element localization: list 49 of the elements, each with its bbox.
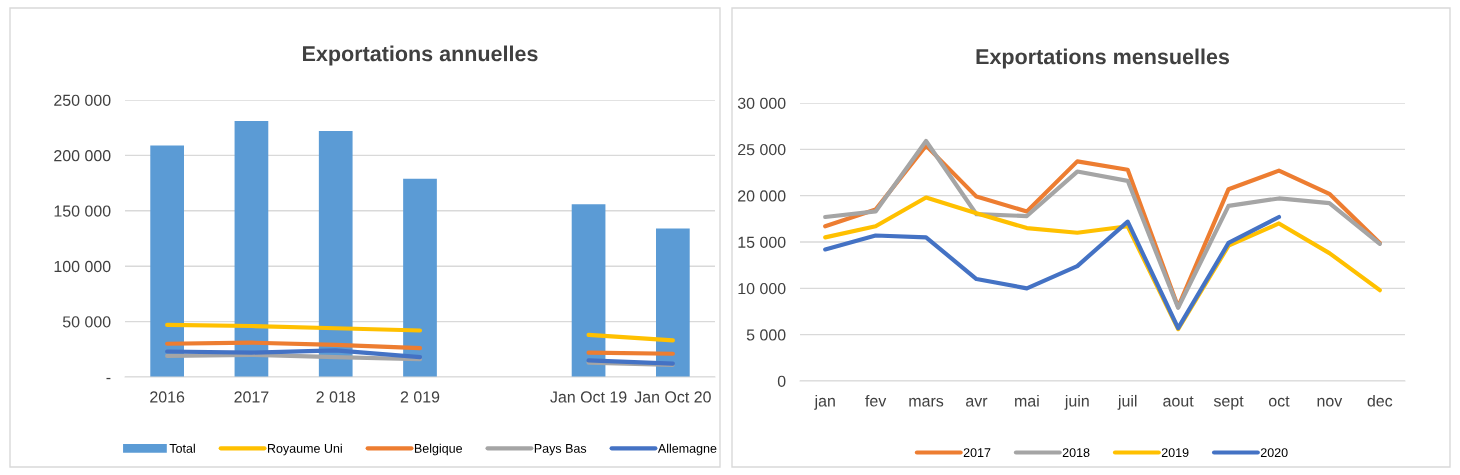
y-tick-label: - bbox=[106, 377, 111, 380]
x-tick-label: 2 018 bbox=[316, 391, 356, 403]
x-tick-label: avr bbox=[966, 397, 988, 407]
bar bbox=[318, 131, 353, 377]
x-tick-label: 2 019 bbox=[400, 391, 440, 403]
x-tick-label: Jan Oct 20 bbox=[634, 391, 711, 403]
y-tick-label: 250 000 bbox=[54, 94, 111, 106]
legend-label: 2017 bbox=[963, 448, 991, 458]
y-tick-label: 25 000 bbox=[738, 143, 786, 156]
chart-title: Exportations mensuelles bbox=[976, 48, 1230, 69]
x-tick-label: 2016 bbox=[150, 391, 185, 403]
legend-label: 2018 bbox=[1062, 448, 1090, 458]
x-tick-label: juin bbox=[1064, 394, 1089, 410]
y-tick-label: 150 000 bbox=[54, 205, 111, 217]
x-tick-label: 2017 bbox=[234, 391, 269, 403]
y-tick-label: 0 bbox=[777, 375, 786, 387]
y-tick-label: 200 000 bbox=[54, 150, 111, 162]
x-tick-label: Jan Oct 19 bbox=[550, 391, 627, 403]
x-tick-label: mai bbox=[1015, 394, 1039, 407]
legend-label: 2020 bbox=[1260, 448, 1288, 458]
y-tick-label: 20 000 bbox=[738, 190, 786, 202]
y-tick-label: 15 000 bbox=[738, 236, 786, 248]
y-tick-label: 100 000 bbox=[54, 260, 111, 273]
legend-label: Pays Bas bbox=[534, 444, 587, 456]
bar bbox=[403, 178, 437, 377]
x-tick-label: dec bbox=[1367, 394, 1393, 407]
legend-label: Total bbox=[169, 443, 195, 453]
x-tick-label: fev bbox=[865, 394, 887, 407]
x-tick-label: sept bbox=[1213, 396, 1244, 410]
y-tick-label: 5 000 bbox=[746, 329, 786, 341]
x-tick-label: jan bbox=[814, 394, 835, 410]
line-series bbox=[823, 214, 1282, 331]
chart-title: Exportations annuelles bbox=[303, 45, 538, 66]
legend-label: Belgique bbox=[414, 443, 463, 456]
y-tick-label: 30 000 bbox=[737, 97, 786, 109]
y-tick-label: 10 000 bbox=[738, 282, 786, 295]
bar bbox=[150, 145, 184, 377]
legend-label: Royaume Uni bbox=[267, 443, 342, 456]
bar bbox=[656, 228, 690, 377]
y-tick-label: 50 000 bbox=[62, 316, 111, 328]
x-tick-label: mars bbox=[909, 397, 944, 407]
legend-label: Allemagne bbox=[657, 443, 717, 456]
x-tick-label: juil bbox=[1117, 394, 1137, 410]
x-tick-label: oct bbox=[1268, 396, 1290, 407]
legend-label: 2019 bbox=[1161, 448, 1189, 458]
x-tick-label: aout bbox=[1163, 396, 1194, 407]
bar bbox=[571, 204, 606, 377]
x-tick-label: nov bbox=[1317, 397, 1343, 407]
bar bbox=[234, 121, 269, 377]
